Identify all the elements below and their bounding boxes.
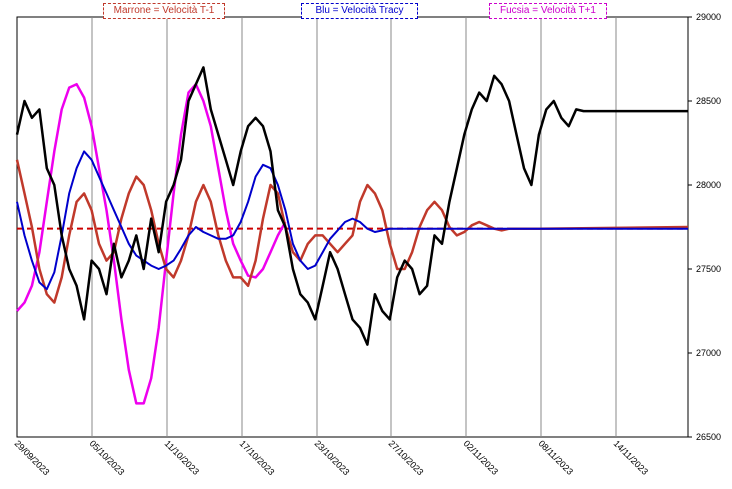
- x-tick-label: 05/10/2023: [88, 438, 127, 477]
- x-tick-label: 17/10/2023: [238, 438, 277, 477]
- x-tick-label: 08/11/2023: [537, 438, 575, 476]
- y-tick-label: 27500: [696, 264, 721, 274]
- x-tick-label: 29/09/2023: [13, 438, 52, 477]
- series-line-fucsia: [16, 82, 287, 405]
- legend-blu: Blu = Velocità Tracy: [301, 3, 418, 19]
- series-line-prezzo: [15, 66, 688, 346]
- y-tick-label: 28000: [696, 180, 721, 190]
- x-axis: 29/09/2023 05/10/2023 11/10/2023 17/10/2023…: [13, 438, 650, 477]
- x-tick-label: 11/10/2023: [163, 438, 201, 476]
- y-tick-label: 27000: [696, 348, 721, 358]
- legend-fucsia: Fucsia = Velocità T+1: [489, 3, 607, 19]
- x-tick-label: 02/11/2023: [462, 438, 500, 476]
- y-axis: 29000 28500 28000 27500 27000 26500: [688, 12, 721, 442]
- x-tick-label: 27/10/2023: [387, 438, 426, 477]
- series-line-blu: [16, 150, 688, 291]
- y-tick-label: 29000: [696, 12, 721, 22]
- x-tick-label: 23/10/2023: [313, 438, 352, 477]
- y-tick-label: 28500: [696, 96, 721, 106]
- x-tick-label: 14/11/2023: [612, 438, 650, 476]
- series-line-marrone: [15, 159, 689, 304]
- series-layer: [15, 66, 689, 405]
- y-tick-label: 26500: [696, 432, 721, 442]
- grid-lines: [91, 17, 617, 437]
- legend-marrone: Marrone = Velocità T-1: [103, 3, 225, 19]
